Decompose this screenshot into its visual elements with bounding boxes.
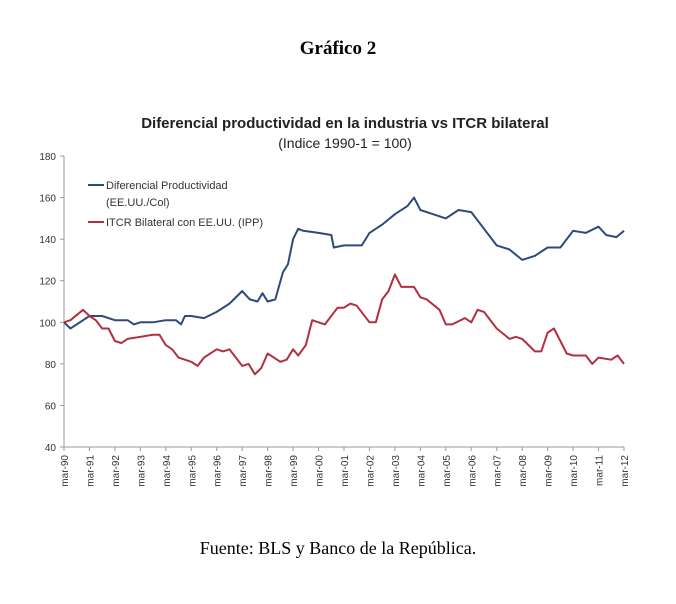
x-tick-label: mar-03 bbox=[391, 455, 402, 487]
y-tick-label: 160 bbox=[39, 194, 56, 205]
x-tick-label: mar-04 bbox=[416, 455, 427, 487]
source-note: Fuente: BLS y Banco de la República. bbox=[199, 538, 477, 558]
x-tick-label: mar-06 bbox=[467, 455, 478, 487]
chart: Diferencial productividad en la industri… bbox=[39, 115, 631, 487]
legend: Diferencial Productividad (EE.UU./Col) I… bbox=[88, 180, 263, 229]
legend-label-productividad: Diferencial Productividad bbox=[106, 180, 228, 192]
x-tick-label: mar-91 bbox=[85, 455, 96, 487]
x-tick-label: mar-12 bbox=[620, 455, 631, 487]
x-tick-label: mar-96 bbox=[213, 455, 224, 487]
series-line-diferencial-productividad bbox=[63, 196, 625, 330]
y-tick-label: 140 bbox=[39, 235, 56, 246]
y-tick-label: 60 bbox=[45, 401, 57, 412]
x-tick-label: mar-10 bbox=[569, 455, 580, 487]
y-tick-label: 120 bbox=[39, 277, 56, 288]
x-tick-label: mar-00 bbox=[315, 455, 326, 487]
x-tick-label: mar-07 bbox=[493, 455, 504, 487]
x-tick-label: mar-98 bbox=[264, 455, 275, 487]
y-tick-label: 80 bbox=[45, 360, 57, 371]
series-line-itcr-bilateral bbox=[63, 273, 625, 376]
x-tick-label: mar-97 bbox=[238, 455, 249, 487]
y-tick-label: 100 bbox=[39, 318, 56, 329]
chart-subtitle: (Indice 1990-1 = 100) bbox=[278, 135, 411, 151]
x-tick-label: mar-95 bbox=[187, 455, 198, 487]
y-tick-label: 180 bbox=[39, 152, 56, 163]
x-tick-label: mar-99 bbox=[289, 455, 300, 487]
x-tick-label: mar-08 bbox=[518, 455, 529, 487]
x-tick-label: mar-93 bbox=[136, 455, 147, 487]
x-tick-label: mar-02 bbox=[365, 455, 376, 487]
x-tick-label: mar-94 bbox=[162, 455, 173, 487]
x-tick-label: mar-09 bbox=[544, 455, 555, 487]
legend-label-itcr: ITCR Bilateral con EE.UU. (IPP) bbox=[106, 217, 263, 229]
figure-title: Gráfico 2 bbox=[299, 38, 377, 59]
x-tick-label: mar-90 bbox=[60, 455, 71, 487]
x-tick-label: mar-05 bbox=[442, 455, 453, 487]
chart-title: Diferencial productividad en la industri… bbox=[141, 115, 549, 132]
legend-label-productividad-line2: (EE.UU./Col) bbox=[106, 197, 170, 209]
y-tick-label: 40 bbox=[45, 443, 57, 454]
x-tick-label: mar-01 bbox=[340, 455, 351, 487]
x-tick-label: mar-11 bbox=[595, 455, 606, 486]
x-tick-label: mar-92 bbox=[111, 455, 122, 487]
